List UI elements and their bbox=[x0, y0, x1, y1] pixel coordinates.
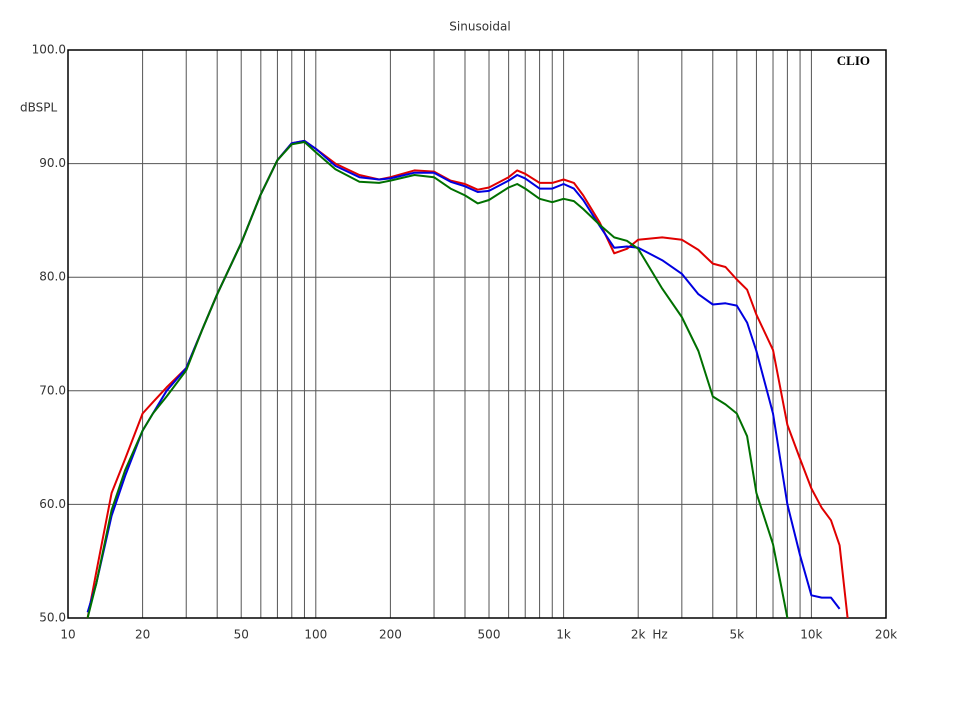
y-tick-label: 90.0 bbox=[39, 156, 66, 170]
y-tick-label: 100.0 bbox=[32, 43, 66, 57]
y-tick-label: 70.0 bbox=[39, 383, 66, 397]
x-tick-label: 1k bbox=[556, 628, 571, 642]
x-tick-label: 500 bbox=[478, 628, 501, 642]
x-tick-label: 50 bbox=[234, 628, 249, 642]
x-tick-label: 20 bbox=[135, 628, 150, 642]
y-tick-label: 60.0 bbox=[39, 497, 66, 511]
y-tick-label: 80.0 bbox=[39, 270, 66, 284]
plot-border bbox=[67, 49, 887, 619]
series-line bbox=[86, 141, 789, 619]
x-tick-label: 2k bbox=[631, 628, 646, 642]
x-tick-label: 200 bbox=[379, 628, 402, 642]
y-tick-label: 50.0 bbox=[39, 611, 66, 625]
y-axis-label: dBSPL bbox=[20, 101, 57, 115]
x-tick-label: 100 bbox=[304, 628, 327, 642]
x-tick-label: 20k bbox=[875, 628, 897, 642]
x-tick-label: 5k bbox=[730, 628, 745, 642]
x-unit: Hz bbox=[652, 628, 667, 642]
x-tick-label: 10 bbox=[60, 628, 75, 642]
annotation: CLIO bbox=[837, 53, 870, 68]
chart-title: Sinusoidal bbox=[449, 20, 510, 34]
x-tick-label: 10k bbox=[800, 628, 822, 642]
